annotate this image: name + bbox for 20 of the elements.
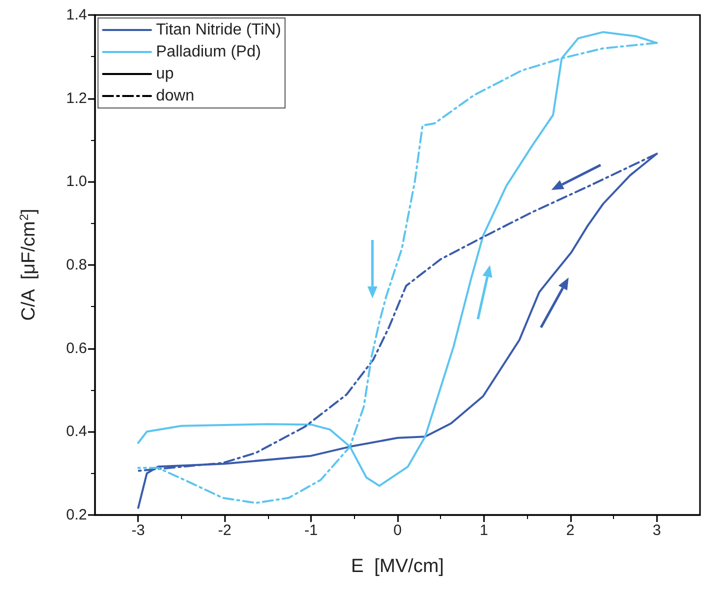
legend-label: Titan Nitride (TiN) <box>156 22 282 38</box>
y-tick-label: 0.2 <box>66 506 87 524</box>
y-axis-title: C/A [μF/cm2] <box>17 208 40 321</box>
x-tick-label: 2 <box>566 522 575 539</box>
y-tick-label: 0.8 <box>66 256 87 274</box>
x-tick-label: 3 <box>652 522 661 539</box>
legend-label: down <box>156 88 194 104</box>
y-tick-label: 0.4 <box>66 423 87 440</box>
y-tick-label: 0.6 <box>66 340 87 357</box>
x-tick-label: -1 <box>304 522 318 539</box>
y-tick-label: 1.2 <box>66 90 87 107</box>
x-tick-label: -2 <box>218 522 232 539</box>
y-tick-label: 1.4 <box>66 6 87 24</box>
x-axis-title: E [MV/cm] <box>351 556 444 577</box>
legend-label: Palladium (Pd) <box>156 44 261 60</box>
x-tick-label: -3 <box>132 522 145 539</box>
y-tick-label: 1.0 <box>66 173 87 190</box>
legend-label: up <box>156 66 174 82</box>
x-tick-label: 1 <box>480 522 488 539</box>
x-tick-label: 0 <box>393 522 402 539</box>
